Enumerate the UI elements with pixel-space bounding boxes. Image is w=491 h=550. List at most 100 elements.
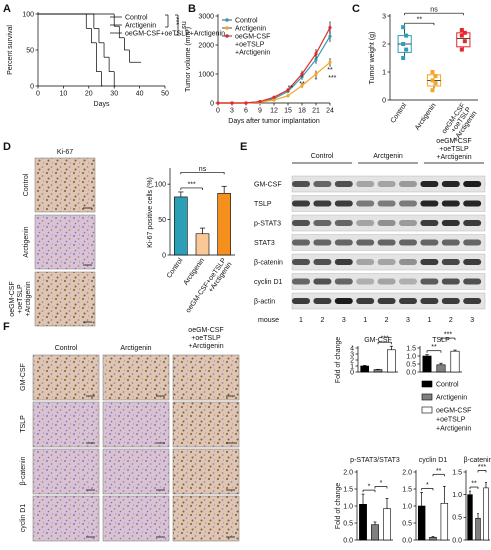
blot-band [334, 259, 353, 265]
x-axis-label: Days [94, 101, 110, 108]
bar [475, 517, 481, 541]
blot-band [292, 181, 310, 187]
y-tick-label: 2.0 [343, 469, 353, 476]
y-tick-label: 0.0 [343, 537, 353, 544]
point [328, 26, 332, 30]
point [244, 101, 248, 105]
blot-band [334, 278, 353, 285]
bar [429, 536, 437, 541]
column-label: Control [55, 345, 78, 352]
blot-band [334, 181, 353, 187]
y-tick-label: 50 [26, 47, 34, 54]
annotation: *** [188, 181, 196, 188]
y-tick-label: 3000 [198, 13, 214, 20]
row-label: GM-CSF [254, 182, 282, 189]
point [459, 28, 464, 32]
point [401, 42, 406, 46]
y-axis-label: Ki-67 positive cells (%) [147, 177, 154, 248]
row-label: oeGM-CSF+oeTSLP+Arctigenin [9, 281, 32, 316]
blot-band [399, 278, 417, 285]
blot-band [399, 298, 417, 304]
y-tick-label: 0.5 [406, 361, 416, 368]
annotation: * [426, 482, 429, 489]
x-tick-label: 10 [60, 91, 68, 98]
y-tick-label: 50 [158, 217, 166, 224]
bar [217, 193, 231, 256]
x-tick-label: 9 [258, 108, 262, 115]
ihc-image [172, 448, 240, 495]
ihc-image [172, 354, 240, 401]
x-tick-label: Control [166, 257, 185, 280]
bar [467, 494, 473, 541]
point [272, 95, 276, 99]
legend-marker [225, 18, 229, 22]
y-tick-label: 0.0 [402, 537, 412, 544]
blot-band [420, 278, 439, 285]
row-label: cyclin D1 [20, 504, 27, 533]
legend-swatch [421, 380, 433, 388]
lane-label: 1 [363, 317, 367, 324]
bar [483, 487, 489, 541]
x-tick-label: Arctigenin [414, 102, 438, 132]
point [286, 88, 290, 92]
point [430, 70, 435, 74]
y-tick-label: 1 [350, 363, 354, 370]
ihc-image [34, 271, 96, 327]
blot-band [399, 181, 417, 187]
legend-marker [225, 26, 229, 30]
blot-band [377, 298, 396, 304]
y-tick-label: 1.5 [452, 469, 462, 476]
ihc-image [32, 448, 100, 495]
annotation: ** [299, 81, 305, 88]
annotation: ns [199, 166, 207, 173]
blot-band [441, 220, 460, 226]
y-tick-label: 1.0 [343, 503, 353, 510]
legend-label-line: +oeTSLP [436, 417, 466, 424]
annotation: *** [478, 464, 486, 471]
annotation: * [368, 484, 371, 491]
legend-label: Arctigenin [235, 26, 266, 33]
x-tick-label: 0 [36, 91, 40, 98]
panel-label: F [3, 321, 10, 333]
group-label-line: +oeTSLP [439, 146, 469, 153]
legend-marker [225, 34, 229, 38]
x-tick-label: oeGM-CSF+oeTSLP+Arctigenin [185, 257, 234, 318]
y-tick-label: 0.5 [343, 520, 353, 527]
y-axis-label: Fold of change [335, 337, 342, 383]
bar [373, 369, 383, 373]
annotation: ** [327, 67, 333, 74]
x-tick-label: 21 [312, 108, 320, 115]
x-tick-label: 3 [230, 108, 234, 115]
y-axis-label: Tumor weight (g) [369, 32, 376, 85]
legend-label: oeGM-CSF+oeTSLP+Arctigenin [235, 34, 270, 57]
lane-label: 1 [427, 317, 431, 324]
annotation: ** [417, 17, 423, 24]
x-tick-label: 0 [216, 108, 220, 115]
blot-band [377, 278, 396, 285]
point [430, 88, 435, 93]
y-tick-label: 2 [350, 357, 354, 364]
axis-label: mouse [258, 317, 279, 324]
column-label-line: +Arctigenin [188, 343, 223, 350]
point [216, 101, 220, 105]
annotation: * [380, 480, 383, 487]
row-label: p-STAT3 [254, 221, 281, 228]
y-tick-label: 1000 [198, 71, 214, 78]
legend-label: Control [436, 382, 459, 389]
blot-band [463, 298, 482, 304]
blot-band [463, 278, 482, 285]
group-label-line: oeGM-CSF [436, 138, 471, 145]
y-tick-label: 0 [350, 369, 354, 376]
blot-band [356, 181, 375, 187]
point [401, 56, 406, 60]
point [286, 94, 290, 98]
blot-band [463, 220, 482, 226]
y-axis-label: Fold of change [335, 483, 342, 529]
blot-band [399, 220, 417, 226]
legend-label: oeGM-CSF+oeTSLP+Arctigenin [125, 30, 225, 37]
chart-title: β-catenin [464, 457, 491, 464]
blot-band [377, 239, 396, 246]
y-tick-label: 2 [382, 41, 386, 48]
blot-band [292, 278, 310, 285]
lane-label: 2 [320, 317, 324, 324]
